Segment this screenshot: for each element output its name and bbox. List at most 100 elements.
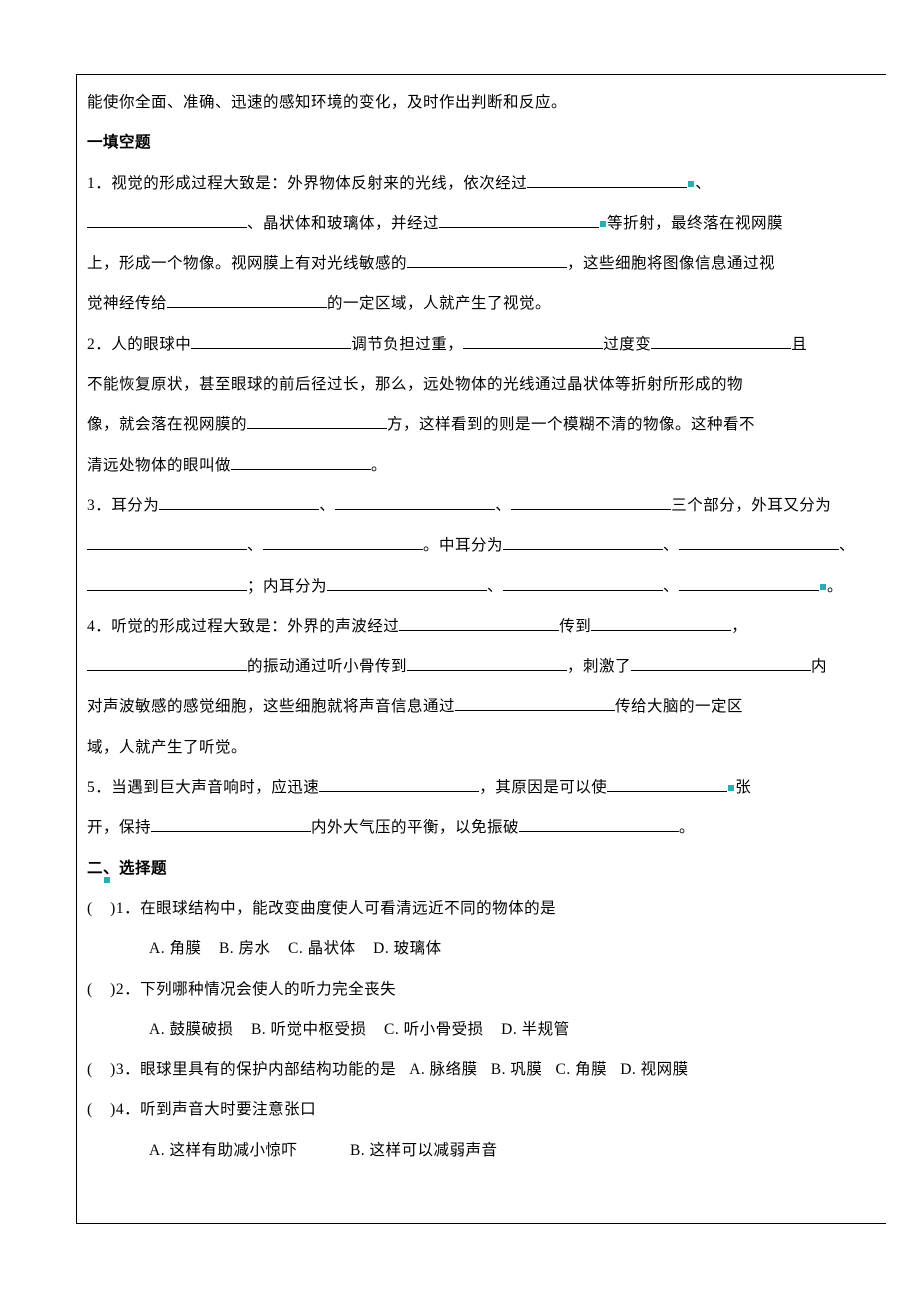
accent-dot — [104, 877, 110, 883]
blank — [159, 491, 319, 510]
mc-q4-stem: ( )4．听到声音大时要注意张口 — [87, 1090, 872, 1130]
text: 。 — [371, 457, 387, 474]
blank — [151, 814, 311, 833]
mc-q1-options: A. 角膜 B. 房水 C. 晶状体 D. 玻璃体 — [87, 929, 872, 969]
intro-line: 能使你全面、准确、迅速的感知环境的变化，及时作出判断和反应。 — [87, 83, 872, 123]
blank — [231, 451, 371, 470]
text: 且 — [791, 336, 807, 353]
blank — [651, 330, 791, 349]
text: 调节负担过重， — [351, 336, 463, 353]
text: 、 — [319, 497, 335, 514]
text: 。中耳分为 — [423, 537, 503, 554]
text: 上，形成一个物像。视网膜上有对光线敏感的 — [87, 255, 407, 272]
text: 、 — [663, 578, 679, 595]
text: 、 — [495, 497, 511, 514]
text: 开，保持 — [87, 819, 151, 836]
blank — [503, 532, 663, 551]
blank — [335, 491, 495, 510]
blank — [631, 653, 811, 672]
blank — [319, 773, 479, 792]
blank — [519, 814, 679, 833]
text: 觉神经传给 — [87, 295, 167, 312]
mc-q4-options: A. 这样有助减小惊吓 B. 这样可以减弱声音 — [87, 1131, 872, 1171]
blank — [167, 290, 327, 309]
fill-q1-line2: 、晶状体和玻璃体，并经过 等折射，最终落在视网膜 — [87, 204, 872, 244]
text: 3．耳分为 — [87, 497, 159, 514]
fill-q1-line3: 上，形成一个物像。视网膜上有对光线敏感的 ，这些细胞将图像信息通过视 — [87, 244, 872, 284]
text: 方，这样看到的则是一个模糊不清的物像。这种看不 — [387, 416, 755, 433]
blank — [407, 653, 567, 672]
text: 清远处物体的眼叫做 — [87, 457, 231, 474]
accent-dot — [600, 221, 606, 227]
fill-q5-line2: 开，保持内外大气压的平衡，以免振破。 — [87, 808, 872, 848]
worksheet-content: 能使你全面、准确、迅速的感知环境的变化，及时作出判断和反应。 一填空题 1．视觉… — [87, 83, 872, 1171]
blank — [263, 532, 423, 551]
blank — [327, 572, 487, 591]
blank — [591, 612, 731, 631]
page-content-frame: 能使你全面、准确、迅速的感知环境的变化，及时作出判断和反应。 一填空题 1．视觉… — [76, 74, 886, 1224]
fill-q1-line4: 觉神经传给 的一定区域，人就产生了视觉。 — [87, 284, 872, 324]
mc-q3-stem-opts: ( )3．眼球里具有的保护内部结构功能的是 A. 脉络膜 B. 巩膜 C. 角膜… — [87, 1050, 872, 1090]
fill-q2-line1: 2．人的眼球中 调节负担过重， 过度变 且 — [87, 325, 872, 365]
text: ，刺激了 — [567, 658, 631, 675]
text: 等折射，最终落在视网膜 — [607, 215, 783, 232]
text: 对声波敏感的感觉细胞，这些细胞就将声音信息通过 — [87, 698, 455, 715]
text: 、 — [487, 578, 503, 595]
accent-dot — [688, 181, 694, 187]
text: ；内耳分为 — [247, 578, 327, 595]
blank — [679, 532, 839, 551]
blank — [607, 773, 727, 792]
fill-q4-line1: 4．听觉的形成过程大致是：外界的声波经过 传到 ， — [87, 607, 872, 647]
text: ，这些细胞将图像信息通过视 — [567, 255, 775, 272]
fill-q2-line2: 不能恢复原状，甚至眼球的前后径过长，那么，远处物体的光线通过晶状体等折射所形成的… — [87, 365, 872, 405]
blank — [87, 532, 247, 551]
text: 、 — [839, 537, 855, 554]
text: 传到 — [559, 618, 591, 635]
blank — [463, 330, 603, 349]
blank — [527, 169, 687, 188]
text: 像，就会落在视网膜的 — [87, 416, 247, 433]
fill-q4-line4: 域，人就产生了听觉。 — [87, 728, 872, 768]
text: 的振动通过听小骨传到 — [247, 658, 407, 675]
text: 、 — [247, 537, 263, 554]
blank — [191, 330, 351, 349]
blank — [439, 209, 599, 228]
text: 、晶状体和玻璃体，并经过 — [247, 215, 439, 232]
text: 的一定区域，人就产生了视觉。 — [327, 295, 551, 312]
text: 传给大脑的一定区 — [615, 698, 743, 715]
blank — [87, 572, 247, 591]
accent-dot — [728, 785, 734, 791]
fill-q2-line3: 像，就会落在视网膜的 方，这样看到的则是一个模糊不清的物像。这种看不 — [87, 405, 872, 445]
text: 。 — [827, 578, 843, 595]
text: 张 — [735, 779, 751, 796]
fill-q3-line3: ；内耳分为 、 、 。 — [87, 567, 872, 607]
text: 1．视觉的形成过程大致是：外界物体反射来的光线，依次经过 — [87, 175, 527, 192]
text: 内外大气压的平衡，以免振破 — [311, 819, 519, 836]
text: 过度变 — [603, 336, 651, 353]
blank — [503, 572, 663, 591]
mc-q2-stem: ( )2．下列哪种情况会使人的听力完全丧失 — [87, 970, 872, 1010]
blank — [87, 653, 247, 672]
mc-q2-options: A. 鼓膜破损 B. 听觉中枢受损 C. 听小骨受损 D. 半规管 — [87, 1010, 872, 1050]
text: 5．当遇到巨大声音响时，应迅速 — [87, 779, 319, 796]
fill-q2-line4: 清远处物体的眼叫做 。 — [87, 446, 872, 486]
text: 、 — [695, 175, 711, 192]
fill-q3-line2: 、。中耳分为、、 — [87, 526, 872, 566]
blank — [407, 250, 567, 269]
blank — [247, 411, 387, 430]
text: 4．听觉的形成过程大致是：外界的声波经过 — [87, 618, 399, 635]
accent-dot — [820, 584, 826, 590]
text: ， — [731, 618, 747, 635]
mc-q1-stem: ( )1．在眼球结构中，能改变曲度使人可看清远近不同的物体的是 — [87, 889, 872, 929]
fill-q4-line2: 的振动通过听小骨传到 ，刺激了 内 — [87, 647, 872, 687]
blank — [679, 572, 819, 591]
text: 内 — [811, 658, 827, 675]
text: 2．人的眼球中 — [87, 336, 191, 353]
text: 三个部分，外耳又分为 — [671, 497, 831, 514]
fill-q1-line1: 1．视觉的形成过程大致是：外界物体反射来的光线，依次经过 、 — [87, 164, 872, 204]
section-mc-heading: 二、选择题 — [87, 849, 872, 889]
blank — [511, 491, 671, 510]
blank — [455, 693, 615, 712]
text: ，其原因是可以使 — [479, 779, 607, 796]
blank — [399, 612, 559, 631]
